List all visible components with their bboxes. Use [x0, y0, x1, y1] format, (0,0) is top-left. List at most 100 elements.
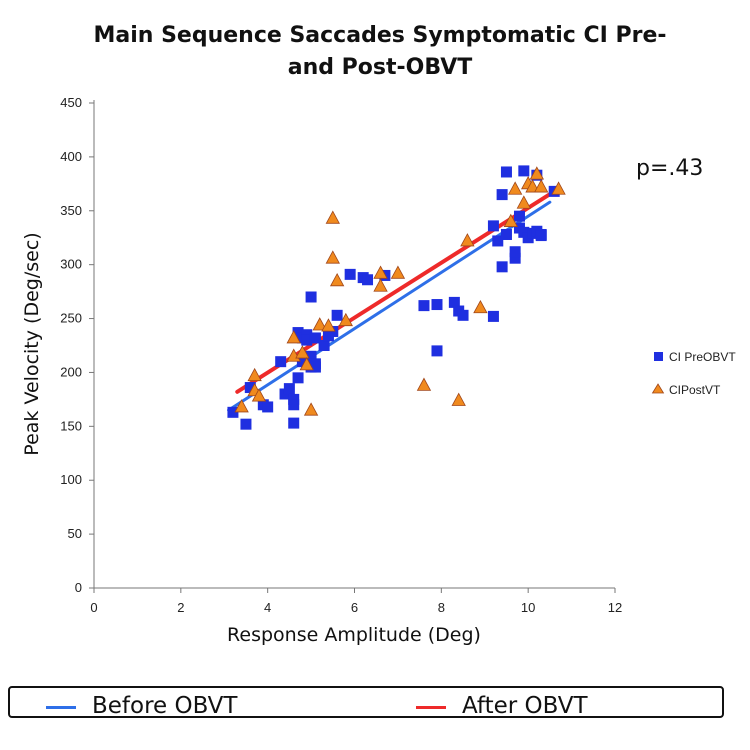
data-point-pre-obvt	[227, 406, 239, 418]
x-tick-label: 8	[438, 600, 445, 615]
x-ticks: 0 2 4 6 8 10 12	[90, 588, 622, 615]
data-point-pre-obvt	[305, 350, 317, 362]
x-tick-label: 6	[351, 600, 358, 615]
y-tick-label: 450	[60, 95, 82, 110]
data-point-pre-obvt	[496, 261, 508, 273]
data-point-post-vt	[373, 265, 388, 279]
data-point-pre-obvt	[344, 268, 356, 280]
data-point-post-vt	[295, 345, 310, 359]
y-tick-label: 150	[60, 418, 82, 433]
x-tick-label: 12	[608, 600, 622, 615]
data-point-post-vt	[247, 367, 262, 382]
after-label: After OBVT	[462, 693, 588, 718]
data-point-post-vt	[373, 278, 388, 292]
data-point-pre-obvt	[509, 246, 521, 258]
legend-item-before: Before OBVT	[46, 690, 237, 716]
data-point-post-vt	[451, 392, 466, 406]
x-tick-label: 0	[90, 600, 97, 615]
data-point-pre-obvt	[262, 401, 274, 413]
data-point-pre-obvt	[331, 309, 343, 321]
y-tick-label: 250	[60, 311, 82, 326]
data-point-pre-obvt	[513, 210, 525, 222]
data-point-post-vt	[329, 272, 345, 287]
data-point-pre-obvt	[509, 252, 521, 264]
data-point-pre-obvt	[296, 356, 308, 368]
y-tick-label: 50	[68, 526, 82, 541]
data-point-post-vt	[234, 399, 249, 413]
data-point-post-vt	[325, 250, 340, 264]
data-point-pre-obvt	[288, 417, 300, 429]
data-point-post-vt	[507, 181, 523, 195]
x-tick-label: 4	[264, 600, 271, 615]
x-tick-label: 2	[177, 600, 184, 615]
data-point-post-vt	[525, 179, 540, 193]
chart-title-line-1: Main Sequence Saccades Symptomatic CI Pr…	[93, 23, 666, 48]
data-point-post-vt	[338, 312, 353, 327]
data-point-pre-obvt	[487, 310, 499, 322]
y-axis-label: Peak Velocity (Deg/sec)	[21, 232, 43, 455]
data-point-pre-obvt	[301, 334, 313, 346]
data-point-pre-obvt	[500, 166, 512, 178]
data-point-post-vt	[529, 166, 545, 180]
data-point-post-vt	[551, 181, 566, 195]
data-point-pre-obvt	[431, 299, 443, 311]
data-point-post-vt	[303, 402, 319, 416]
data-point-pre-obvt	[318, 340, 330, 351]
data-point-post-vt	[534, 179, 549, 193]
x-axis-label: Response Amplitude (Deg)	[227, 624, 481, 646]
trendline-legend: Before OBVT After OBVT	[8, 686, 724, 718]
data-point-post-vt	[312, 317, 327, 331]
legend-marker-triangle	[651, 383, 665, 394]
before-label: Before OBVT	[92, 693, 238, 718]
data-point-pre-obvt	[431, 345, 443, 357]
data-point-pre-obvt	[362, 274, 374, 286]
scatter-chart: Main Sequence Saccades Symptomatic CI Pr…	[21, 23, 736, 646]
data-point-post-vt	[460, 233, 475, 247]
data-point-pre-obvt	[518, 165, 530, 177]
data-points	[227, 165, 566, 430]
legend-label-post: CIPostVT	[669, 383, 721, 397]
after-line-swatch	[416, 705, 446, 709]
y-ticks: 0 50 100 150 200 250 300 350 400 450	[60, 95, 94, 595]
y-tick-label: 400	[60, 149, 82, 164]
data-point-pre-obvt	[457, 309, 469, 321]
data-point-post-vt	[325, 210, 340, 224]
data-point-post-vt	[321, 318, 336, 332]
y-tick-label: 0	[75, 580, 82, 595]
p-value-annotation: p=.43	[636, 156, 703, 181]
y-tick-label: 200	[60, 364, 82, 379]
data-point-post-vt	[299, 357, 314, 371]
data-point-pre-obvt	[500, 228, 512, 240]
data-point-pre-obvt	[487, 220, 499, 232]
y-tick-label: 300	[60, 257, 82, 272]
x-tick-label: 10	[521, 600, 535, 615]
data-point-pre-obvt	[496, 189, 508, 201]
before-line-swatch	[46, 705, 76, 709]
y-tick-label: 100	[60, 472, 82, 487]
data-point-post-vt	[503, 213, 518, 227]
data-point-pre-obvt	[418, 300, 430, 312]
legend-marker-square	[654, 352, 663, 361]
data-point-pre-obvt	[275, 356, 287, 368]
data-point-pre-obvt	[492, 235, 504, 247]
data-point-post-vt	[251, 388, 267, 402]
data-point-post-vt	[416, 377, 432, 391]
data-point-post-vt	[390, 265, 406, 279]
data-point-pre-obvt	[535, 230, 547, 242]
legend-item-after: After OBVT	[416, 690, 588, 716]
data-point-pre-obvt	[244, 382, 256, 394]
data-point-post-vt	[516, 195, 531, 209]
data-point-pre-obvt	[448, 296, 460, 308]
data-point-post-vt	[286, 330, 301, 344]
chart-legend: CI PreOBVT CIPostVT	[651, 350, 736, 397]
data-point-pre-obvt	[305, 291, 317, 303]
data-point-pre-obvt	[288, 399, 300, 411]
data-point-pre-obvt	[309, 361, 321, 373]
data-point-pre-obvt	[283, 383, 295, 395]
data-point-pre-obvt	[240, 418, 252, 430]
y-tick-label: 350	[60, 203, 82, 218]
data-point-post-vt	[473, 299, 488, 314]
chart-title-line-2: and Post-OBVT	[288, 55, 473, 80]
data-point-pre-obvt	[292, 372, 304, 384]
data-point-pre-obvt	[309, 332, 321, 344]
